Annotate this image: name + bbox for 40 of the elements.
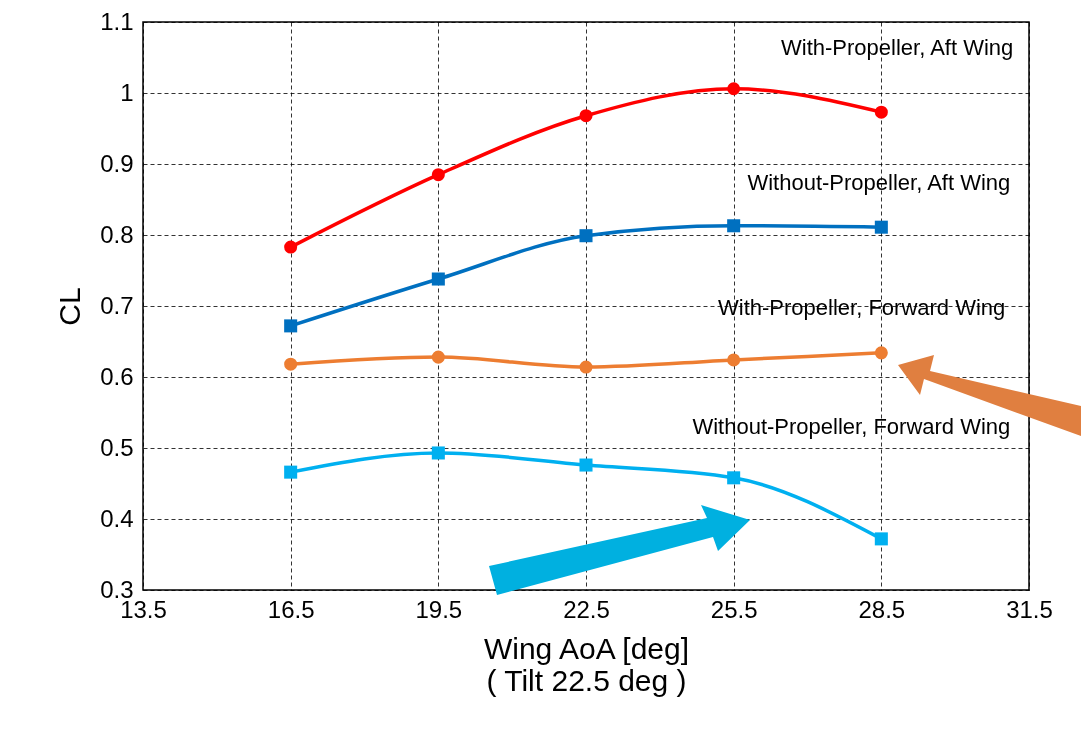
point	[874, 220, 888, 234]
series-label: With-Propeller, Aft Wing	[781, 35, 1014, 61]
point	[431, 446, 445, 460]
point	[579, 229, 593, 243]
y-tick-label: 0.8	[100, 220, 134, 248]
point	[431, 350, 445, 364]
y-tick-label: 0.4	[100, 504, 134, 532]
x-tick-label: 28.5	[858, 595, 906, 623]
point	[727, 471, 741, 485]
point	[431, 168, 445, 182]
point	[579, 360, 593, 374]
x-tick-label: 25.5	[710, 595, 758, 623]
point	[874, 346, 888, 360]
y-tick-label: 0.7	[100, 291, 134, 319]
series-label: Without-Propeller, Aft Wing	[747, 170, 1011, 196]
point	[727, 82, 741, 96]
point	[284, 319, 298, 333]
series-label: With-Propeller, Forward Wing	[718, 294, 1006, 320]
point	[874, 105, 888, 119]
x-tick-label: 31.5	[1006, 595, 1053, 623]
y-tick-label: 0.6	[100, 362, 134, 390]
series-label: Without-Propeller, Forward Wing	[692, 413, 1011, 439]
point	[284, 357, 298, 371]
x-tick-label: 19.5	[415, 595, 463, 623]
point	[284, 240, 298, 254]
y-tick-label: 0.5	[100, 433, 134, 461]
point	[727, 353, 741, 367]
y-axis-title: CL	[53, 287, 87, 326]
y-tick-label: 0.9	[100, 149, 134, 177]
y-tick-label: 1	[120, 78, 134, 106]
x-tick-label: 22.5	[563, 595, 610, 623]
point	[431, 272, 445, 286]
point	[579, 109, 593, 123]
point	[284, 465, 298, 479]
point	[727, 219, 741, 233]
x-tick-label: 16.5	[267, 595, 315, 623]
x-axis-title: Wing AoA [deg] ( Tilt 22.5 deg )	[483, 631, 690, 697]
point	[874, 532, 888, 546]
point	[579, 458, 593, 472]
y-tick-label: 1.1	[100, 7, 134, 35]
